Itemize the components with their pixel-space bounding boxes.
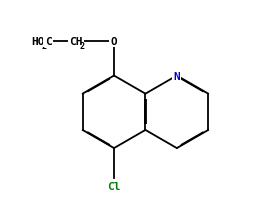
Text: O: O (111, 37, 117, 47)
Text: N: N (174, 71, 180, 81)
Text: HO: HO (31, 37, 45, 47)
Text: 2: 2 (41, 42, 46, 50)
Text: 2: 2 (79, 42, 84, 50)
Text: Cl: Cl (107, 181, 121, 191)
Text: CH: CH (69, 37, 83, 47)
Text: C: C (45, 37, 52, 47)
